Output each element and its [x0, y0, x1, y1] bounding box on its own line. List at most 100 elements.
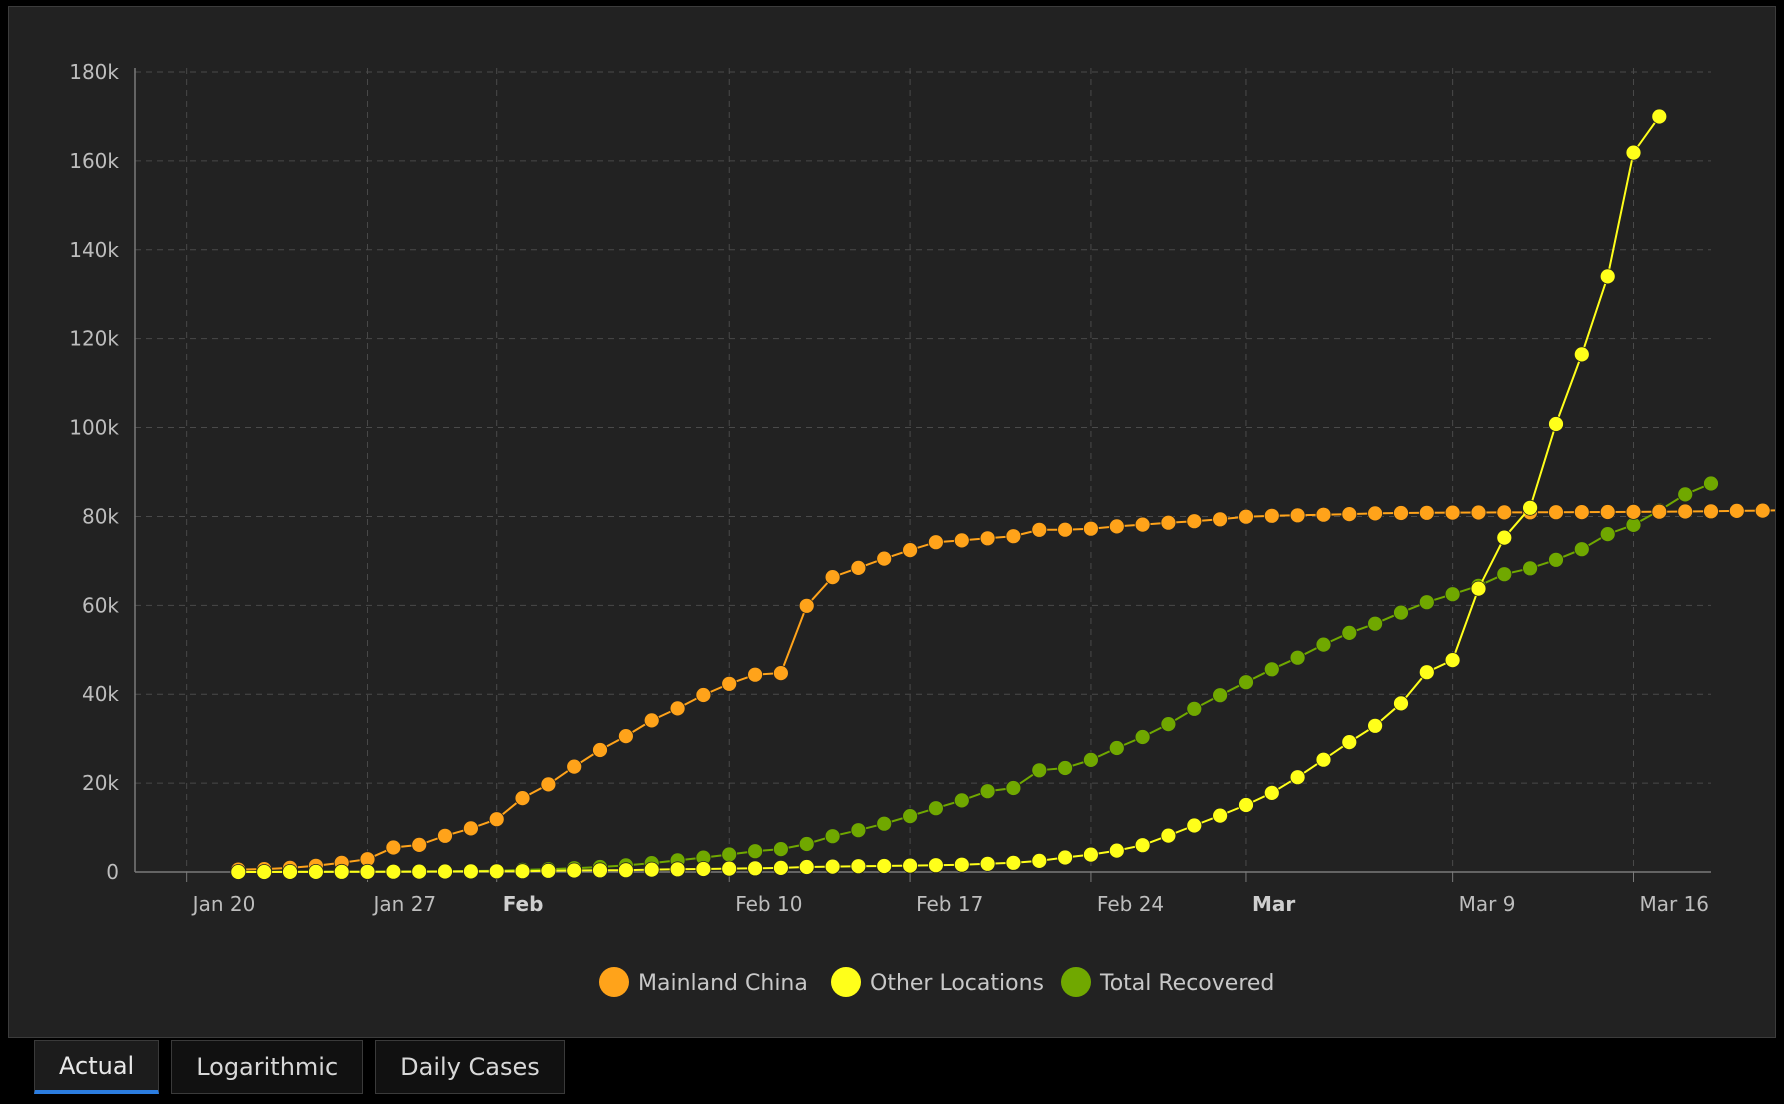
data-point-mainland-china[interactable]: [1728, 502, 1745, 519]
data-point-mainland-china[interactable]: [747, 666, 763, 683]
data-point-mainland-china[interactable]: [1108, 518, 1125, 535]
data-point-other-locations[interactable]: [902, 857, 918, 874]
data-point-total-recovered[interactable]: [1108, 740, 1125, 756]
data-point-other-locations[interactable]: [1599, 268, 1616, 285]
data-point-mainland-china[interactable]: [385, 839, 402, 856]
data-point-mainland-china[interactable]: [695, 687, 712, 703]
data-point-total-recovered[interactable]: [1418, 594, 1435, 611]
data-point-mainland-china[interactable]: [773, 665, 789, 681]
data-point-mainland-china[interactable]: [1057, 521, 1073, 538]
data-point-other-locations[interactable]: [669, 861, 686, 878]
data-point-total-recovered[interactable]: [1263, 661, 1280, 678]
data-point-total-recovered[interactable]: [1703, 475, 1719, 492]
tab-actual[interactable]: Actual: [34, 1040, 160, 1094]
data-point-total-recovered[interactable]: [953, 792, 970, 809]
data-point-other-locations[interactable]: [747, 860, 763, 877]
data-point-other-locations[interactable]: [1522, 499, 1538, 516]
data-point-other-locations[interactable]: [1031, 853, 1048, 869]
data-point-mainland-china[interactable]: [1703, 503, 1719, 520]
data-point-total-recovered[interactable]: [798, 836, 815, 852]
data-point-other-locations[interactable]: [1573, 346, 1590, 363]
data-point-total-recovered[interactable]: [1341, 625, 1358, 641]
data-point-mainland-china[interactable]: [1599, 504, 1616, 520]
data-point-total-recovered[interactable]: [1134, 729, 1151, 745]
data-point-other-locations[interactable]: [333, 863, 350, 880]
data-point-mainland-china[interactable]: [1444, 504, 1461, 521]
data-point-mainland-china[interactable]: [1418, 504, 1435, 521]
data-point-other-locations[interactable]: [282, 864, 298, 880]
data-point-mainland-china[interactable]: [1186, 513, 1203, 530]
data-point-total-recovered[interactable]: [902, 808, 918, 824]
data-point-total-recovered[interactable]: [1573, 541, 1590, 558]
data-point-other-locations[interactable]: [488, 863, 505, 880]
data-point-total-recovered[interactable]: [1315, 636, 1332, 653]
data-point-total-recovered[interactable]: [1031, 762, 1048, 779]
data-point-mainland-china[interactable]: [1470, 504, 1487, 521]
data-point-other-locations[interactable]: [592, 862, 608, 879]
data-point-mainland-china[interactable]: [566, 758, 583, 775]
data-point-other-locations[interactable]: [1212, 807, 1228, 824]
data-point-other-locations[interactable]: [1315, 751, 1332, 768]
data-point-other-locations[interactable]: [1238, 797, 1254, 813]
data-point-mainland-china[interactable]: [1031, 521, 1048, 538]
data-point-total-recovered[interactable]: [1599, 526, 1616, 542]
data-point-mainland-china[interactable]: [1677, 503, 1694, 520]
data-point-other-locations[interactable]: [307, 864, 324, 880]
data-point-other-locations[interactable]: [1367, 717, 1383, 734]
data-point-total-recovered[interactable]: [721, 846, 738, 863]
data-point-total-recovered[interactable]: [773, 841, 789, 857]
data-point-mainland-china[interactable]: [1548, 504, 1564, 521]
data-point-other-locations[interactable]: [1470, 580, 1487, 597]
data-point-total-recovered[interactable]: [928, 800, 944, 817]
data-point-mainland-china[interactable]: [592, 742, 608, 758]
data-point-mainland-china[interactable]: [1005, 528, 1022, 545]
data-point-other-locations[interactable]: [359, 863, 376, 880]
data-point-mainland-china[interactable]: [979, 530, 996, 547]
data-point-other-locations[interactable]: [1083, 846, 1099, 863]
data-point-mainland-china[interactable]: [928, 534, 944, 551]
data-point-other-locations[interactable]: [618, 862, 634, 879]
data-point-total-recovered[interactable]: [876, 815, 893, 832]
data-point-other-locations[interactable]: [876, 858, 893, 874]
data-point-other-locations[interactable]: [566, 862, 583, 879]
data-point-other-locations[interactable]: [928, 857, 944, 874]
data-point-other-locations[interactable]: [850, 858, 867, 875]
data-point-mainland-china[interactable]: [876, 550, 893, 567]
data-point-mainland-china[interactable]: [1573, 504, 1590, 521]
data-point-total-recovered[interactable]: [1522, 560, 1538, 577]
data-point-mainland-china[interactable]: [1134, 516, 1151, 533]
data-point-other-locations[interactable]: [437, 863, 453, 880]
data-point-mainland-china[interactable]: [721, 675, 738, 692]
data-point-total-recovered[interactable]: [1160, 716, 1177, 732]
data-point-mainland-china[interactable]: [1496, 504, 1513, 521]
data-point-other-locations[interactable]: [1289, 769, 1306, 786]
data-point-other-locations[interactable]: [1651, 108, 1668, 125]
data-point-other-locations[interactable]: [643, 861, 660, 878]
data-point-other-locations[interactable]: [411, 863, 428, 880]
data-point-mainland-china[interactable]: [1160, 514, 1177, 531]
data-point-other-locations[interactable]: [773, 860, 789, 876]
data-point-mainland-china[interactable]: [1367, 505, 1383, 522]
data-point-mainland-china[interactable]: [1238, 508, 1254, 525]
legend-item-mainland-china[interactable]: Mainland China: [599, 967, 808, 997]
data-point-mainland-china[interactable]: [488, 811, 505, 828]
data-point-mainland-china[interactable]: [850, 560, 867, 576]
data-point-mainland-china[interactable]: [824, 569, 841, 585]
data-point-mainland-china[interactable]: [1625, 503, 1642, 520]
data-point-total-recovered[interactable]: [747, 843, 763, 860]
tab-daily-cases[interactable]: Daily Cases: [375, 1040, 565, 1094]
data-point-mainland-china[interactable]: [618, 728, 634, 744]
data-point-total-recovered[interactable]: [1677, 486, 1694, 503]
data-point-total-recovered[interactable]: [1057, 760, 1073, 776]
data-point-other-locations[interactable]: [1496, 529, 1513, 546]
data-point-total-recovered[interactable]: [1212, 687, 1228, 704]
data-point-total-recovered[interactable]: [979, 783, 996, 800]
data-point-mainland-china[interactable]: [1083, 520, 1099, 537]
data-point-other-locations[interactable]: [1108, 842, 1125, 859]
data-point-total-recovered[interactable]: [1367, 615, 1383, 632]
legend-item-other-locations[interactable]: Other Locations: [831, 967, 1044, 997]
data-point-total-recovered[interactable]: [850, 822, 867, 839]
data-point-total-recovered[interactable]: [1496, 566, 1513, 583]
data-point-mainland-china[interactable]: [1754, 502, 1771, 519]
data-point-mainland-china[interactable]: [669, 700, 686, 717]
